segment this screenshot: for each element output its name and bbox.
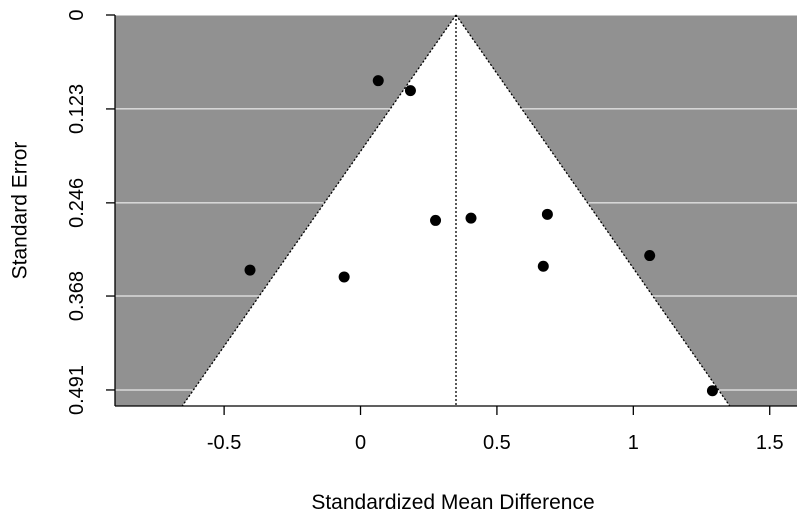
x-tick-label-3: 1 <box>628 432 639 454</box>
x-tick-label-0: -0.5 <box>207 432 241 454</box>
x-tick-label-4: 1.5 <box>756 432 784 454</box>
y-tick-label-0: 0 <box>66 9 88 20</box>
data-point-8 <box>338 271 350 283</box>
x-axis: -0.5 0 0.5 1 1.5 <box>115 405 797 454</box>
y-axis: 0 0.123 0.246 0.368 0.491 <box>66 9 116 415</box>
data-points <box>244 75 718 397</box>
x-tick-label-1: 0 <box>355 432 366 454</box>
data-point-6 <box>644 250 656 262</box>
y-axis-title: Standard Error <box>9 142 32 280</box>
funnel-left-boundary <box>181 14 457 407</box>
data-point-7 <box>244 264 256 276</box>
data-point-3 <box>465 212 477 224</box>
funnel-region <box>182 15 730 406</box>
y-tick-label-3: 0.368 <box>66 271 88 321</box>
y-tick-label-2: 0.246 <box>66 178 88 228</box>
data-point-5 <box>537 260 549 272</box>
y-tick-label-4: 0.491 <box>66 365 88 415</box>
data-point-0 <box>372 75 384 87</box>
funnel-right-boundary <box>455 14 731 407</box>
data-point-1 <box>404 85 416 97</box>
data-point-4 <box>541 208 553 220</box>
data-point-9 <box>706 385 718 397</box>
x-tick-label-2: 0.5 <box>483 432 511 454</box>
x-axis-title: Standardized Mean Difference <box>311 491 594 514</box>
data-point-2 <box>430 214 442 226</box>
y-tick-label-1: 0.123 <box>66 84 88 134</box>
